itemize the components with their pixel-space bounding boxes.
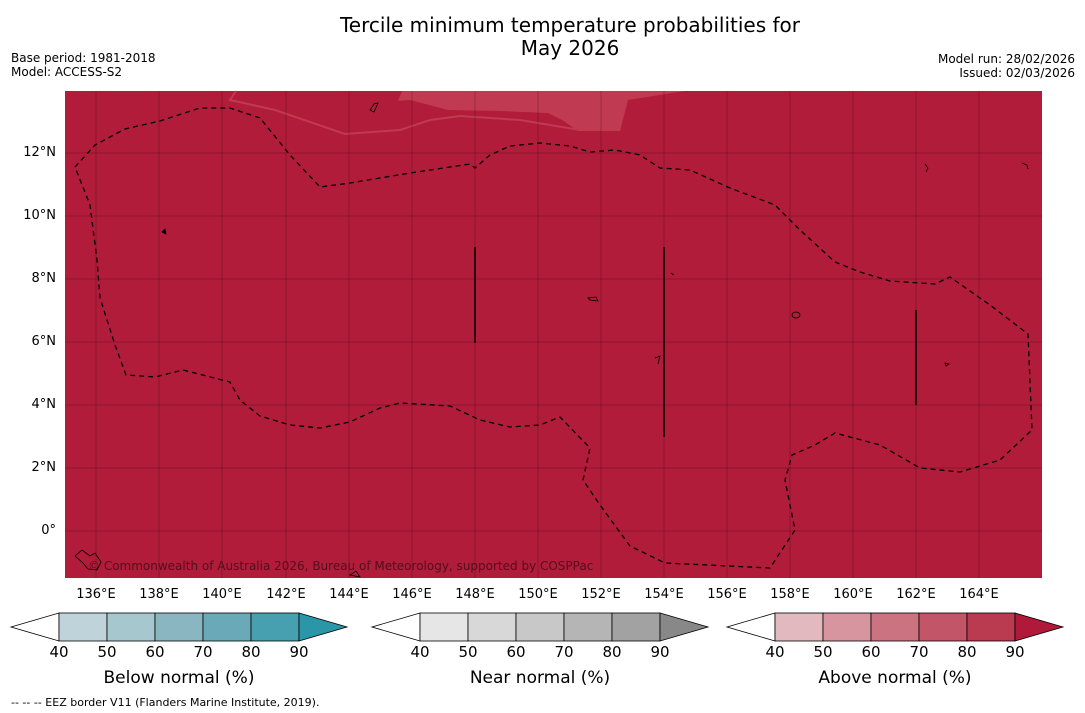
- cb-tick: 80: [602, 643, 622, 661]
- cb-seg: [202, 612, 252, 642]
- lon-label: 146°E: [392, 587, 432, 602]
- cb-tick: 80: [241, 643, 261, 661]
- lon-label: 154°E: [644, 587, 684, 602]
- meta-right: Model run: 28/02/2026 Issued: 02/03/2026: [938, 52, 1075, 80]
- colorbars-svg: [9, 612, 1065, 642]
- cb-seg: [725, 612, 776, 642]
- cb-tick: 80: [957, 643, 977, 661]
- lat-label: 4°N: [31, 397, 57, 412]
- model-name: Model: ACCESS-S2: [11, 65, 123, 79]
- lat-label: 2°N: [31, 460, 57, 475]
- cb-tick: 40: [410, 643, 430, 661]
- lon-label: 152°E: [581, 587, 621, 602]
- cb-tick: 50: [813, 643, 833, 661]
- lower-probability-area: [228, 91, 685, 131]
- cb-seg: [154, 612, 204, 642]
- cb-seg: [515, 612, 565, 642]
- cb-tick: 60: [145, 643, 165, 661]
- meta-left: Base period: 1981-2018 Model: ACCESS-S2: [11, 51, 156, 79]
- cb-seg: [1014, 612, 1065, 642]
- lat-label: 10°N: [23, 208, 56, 223]
- cb-seg: [774, 612, 824, 642]
- lat-label: 12°N: [23, 145, 56, 160]
- colorbar-above-normal: [725, 612, 1065, 642]
- base-period: Base period: 1981-2018: [11, 51, 156, 65]
- colorbar-title-below: Below normal (%): [103, 668, 255, 688]
- lat-label: 6°N: [31, 334, 57, 349]
- colorbar-near-normal: [370, 612, 710, 642]
- graticule: [65, 91, 1042, 578]
- cb-tick: 60: [861, 643, 881, 661]
- probability-field: [65, 91, 1042, 578]
- title-line-2: May 2026: [520, 36, 620, 60]
- cb-seg: [419, 612, 469, 642]
- cb-seg: [298, 612, 349, 642]
- cb-tick: 40: [765, 643, 785, 661]
- lon-label: 162°E: [896, 587, 936, 602]
- cb-tick: 90: [1005, 643, 1025, 661]
- cb-seg: [106, 612, 156, 642]
- lon-label: 136°E: [76, 587, 116, 602]
- cb-tick: 60: [506, 643, 526, 661]
- cb-seg: [918, 612, 968, 642]
- title-line-1: Tercile minimum temperature probabilitie…: [339, 13, 801, 37]
- map-title: Tercile minimum temperature probabilitie…: [0, 14, 1085, 60]
- lon-label: 150°E: [518, 587, 558, 602]
- colorbar-below-normal: [9, 612, 349, 642]
- cb-seg: [966, 612, 1016, 642]
- cb-tick: 70: [909, 643, 929, 661]
- lat-label: 0°: [41, 523, 56, 538]
- map-copyright: © Commonwealth of Australia 2026, Bureau…: [88, 559, 593, 573]
- cb-seg: [370, 612, 421, 642]
- cb-seg: [250, 612, 300, 642]
- cb-seg: [9, 612, 60, 642]
- cb-seg: [822, 612, 872, 642]
- lon-label: 156°E: [707, 587, 747, 602]
- eez-footnote: -- -- -- EEZ border V11 (Flanders Marine…: [11, 696, 320, 709]
- model-run: Model run: 28/02/2026: [937, 52, 1075, 66]
- issued-date: Issued: 02/03/2026: [959, 66, 1075, 80]
- cb-seg: [467, 612, 517, 642]
- lon-label: 142°E: [266, 587, 306, 602]
- lat-label: 8°N: [31, 271, 57, 286]
- lon-label: 140°E: [202, 587, 242, 602]
- cb-tick: 50: [458, 643, 478, 661]
- cb-seg: [870, 612, 920, 642]
- cb-tick: 70: [554, 643, 574, 661]
- lon-label: 138°E: [139, 587, 179, 602]
- cb-tick: 70: [193, 643, 213, 661]
- colorbar-title-near: Near normal (%): [469, 668, 611, 688]
- lon-label: 158°E: [770, 587, 810, 602]
- cb-tick: 90: [650, 643, 670, 661]
- colorbar-title-above: Above normal (%): [818, 668, 972, 688]
- cb-seg: [659, 612, 710, 642]
- map-panel[interactable]: © Commonwealth of Australia 2026, Bureau…: [65, 90, 1042, 578]
- cb-tick: 50: [97, 643, 117, 661]
- cb-tick: 40: [49, 643, 69, 661]
- lon-label: 144°E: [329, 587, 369, 602]
- cb-seg: [563, 612, 613, 642]
- cb-seg: [58, 612, 108, 642]
- lon-label: 164°E: [959, 587, 999, 602]
- cb-tick: 90: [289, 643, 309, 661]
- cb-seg: [611, 612, 661, 642]
- lon-label: 148°E: [455, 587, 495, 602]
- islands: [74, 102, 1029, 578]
- lon-label: 160°E: [833, 587, 873, 602]
- eez-border-west: [74, 107, 1033, 569]
